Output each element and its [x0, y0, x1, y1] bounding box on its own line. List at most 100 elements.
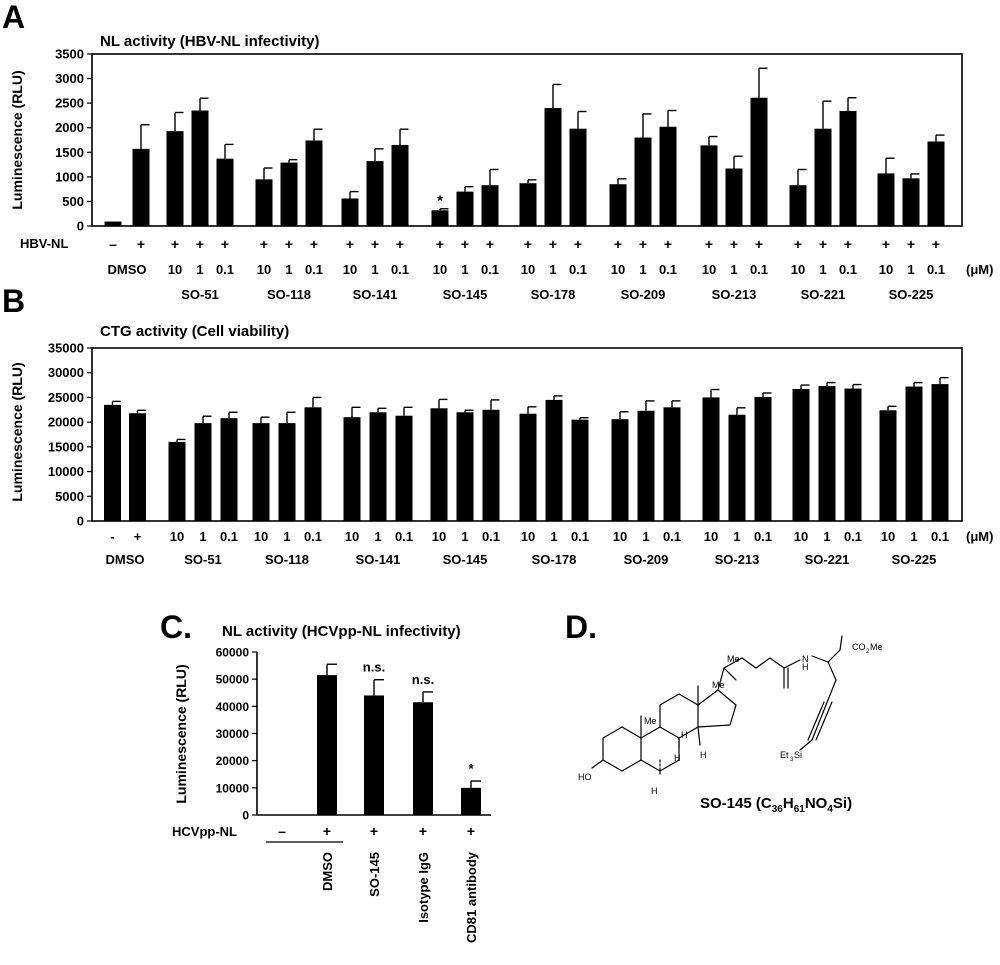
chart-c-isotype-igg-significance-mark: n.s.	[412, 672, 434, 687]
compound-caption: SO-145 (C36H61NO4Si)	[700, 795, 852, 815]
chart-a-so-221-bar	[789, 185, 807, 226]
chart-b-y-tick-label: 15000	[48, 439, 84, 454]
formula-h-count: 61	[794, 804, 806, 815]
chart-a-so-118-virus-sign: +	[260, 236, 268, 252]
chart-a-so-225-dose-label: 1	[907, 262, 914, 277]
chart-b-so-221-group-label: SO-221	[805, 552, 850, 567]
atom-label-h14: H	[700, 750, 707, 760]
chart-a-so-51-group-label: SO-51	[181, 287, 219, 302]
chart-c-cd81-antibody-bar	[461, 787, 481, 815]
chart-a-so-51-virus-sign: +	[171, 236, 179, 252]
chart-a-so-225-bar	[927, 141, 945, 226]
chart-b-so-213-dose-label: 1	[733, 529, 740, 544]
chart-c-y-tick-label: 10000	[216, 781, 250, 795]
chart-a-so-209-dose-label: 10	[611, 262, 625, 277]
chart-a-so-213-virus-sign: +	[730, 236, 738, 252]
chart-a-y-tick-label: 3500	[55, 47, 84, 62]
chart-a-so-178-virus-sign: +	[549, 236, 557, 252]
chart-a-y-axis-label: Luminescence (RLU)	[9, 70, 25, 209]
chart-b-so-51-bar	[194, 423, 212, 521]
chart-a-so-221-virus-sign: +	[844, 236, 852, 252]
chart-a-so-118-bar	[255, 179, 273, 226]
chart-b-so-221-bar	[844, 388, 862, 521]
chart-b-so-209-dose-label: 10	[613, 529, 627, 544]
compound-name: SO-145	[700, 795, 752, 812]
chart-a-so-141-bar	[341, 198, 359, 226]
chart-c-cd81-antibody-category-label: CD81 antibody	[464, 851, 479, 943]
atom-label-tes-a: Et	[780, 750, 789, 760]
panel-letter-a: A	[2, 0, 25, 35]
structure-bonds	[591, 635, 843, 776]
chart-a-so-225-bar	[877, 173, 895, 226]
chart-b-so-178-dose-label: 0.1	[571, 529, 589, 544]
chart-a-y-tick-label: 1000	[55, 169, 84, 184]
chart-b-so-221-bar	[818, 386, 836, 521]
chart-b-so-118-dose-label: 0.1	[304, 529, 322, 544]
chart-a-so-145-dose-label: 1	[461, 262, 468, 277]
chart-a-so-145-bar	[481, 185, 499, 226]
chart-a-y-tick-label: 0	[77, 219, 84, 234]
chart-a-so-209-dose-label: 0.1	[659, 262, 677, 277]
chart-b-dmso-bar	[104, 404, 121, 521]
chart-a-unit-label: (μM)	[966, 262, 993, 277]
chart-c-y-tick-label: 20000	[216, 754, 250, 768]
atom-label-me-side: Me	[727, 654, 740, 664]
panel-letter-d: D.	[565, 609, 597, 645]
chart-a-so-221-dose-label: 1	[819, 262, 826, 277]
chart-a-title: NL activity (HBV-NL infectivity)	[100, 33, 320, 50]
chart-a-so-221-bar	[814, 128, 832, 226]
chart-a-so-141-bar	[391, 144, 409, 226]
chart-c-y-tick-label: 50000	[216, 673, 250, 687]
chart-a-y-tick-label: 2500	[55, 96, 84, 111]
formula-close-paren: )	[847, 795, 852, 812]
chart-c-y-tick-label: 0	[242, 809, 249, 823]
chart-b-so-51-dose-label: 0.1	[220, 529, 238, 544]
chart-c-hcvpp-infectivity: NL activity (HCVpp-NL infectivity) Lumin…	[172, 623, 491, 943]
chart-b-so-213-dose-label: 0.1	[754, 529, 772, 544]
chart-a-so-178-virus-sign: +	[524, 236, 532, 252]
chart-b-so-221-dose-label: 10	[794, 529, 808, 544]
chart-a-so-178-group-label: SO-178	[531, 287, 576, 302]
formula-c-count: 36	[772, 804, 784, 815]
chart-b-y-tick-label: 20000	[48, 415, 84, 430]
atom-label-tes-sub: 3	[790, 757, 794, 763]
chart-c-y-tick-label: 30000	[216, 727, 250, 741]
chart-a-so-221-dose-label: 0.1	[839, 262, 857, 277]
chart-b-dmso-dose-label: -	[110, 529, 114, 544]
chart-b-so-145-dose-label: 1	[461, 529, 468, 544]
chart-a-so-145-virus-sign: +	[461, 236, 469, 252]
chart-b-so-221-bar	[792, 389, 810, 521]
chart-b-so-178-dose-label: 1	[550, 529, 557, 544]
chart-a-dmso-virus-sign: –	[109, 236, 117, 252]
chart-a-so-225-dose-label: 0.1	[927, 262, 945, 277]
chart-b-so-178-dose-label: 10	[521, 529, 535, 544]
chart-a-so-213-dose-label: 0.1	[750, 262, 768, 277]
chart-a-row-label: HBV-NL	[20, 236, 68, 251]
chart-a-so-51-virus-sign: +	[196, 236, 204, 252]
chart-b-so-213-bar	[754, 396, 772, 521]
chart-b-so-118-dose-label: 1	[283, 529, 290, 544]
structure-atom-labels: Me Me Me N H CO 2 Me H H H H HO Et 3 Si	[578, 642, 883, 796]
chart-a-so-145-bar	[431, 210, 449, 226]
chart-a-so-51-dose-label: 1	[196, 262, 203, 277]
chart-a-so-141-group-label: SO-141	[353, 287, 398, 302]
chart-a-so-141-dose-label: 0.1	[391, 262, 409, 277]
chart-b-so-145-bar	[430, 408, 448, 521]
chart-a-so-209-virus-sign: +	[664, 236, 672, 252]
chart-b-dmso-group-label: DMSO	[106, 552, 145, 567]
panel-letter-c: C.	[160, 609, 192, 645]
chart-a-so-213-group-label: SO-213	[712, 287, 757, 302]
chart-a-dmso-bar	[132, 148, 150, 226]
chart-a-so-145-group-label: SO-145	[443, 287, 488, 302]
chart-a-so-209-virus-sign: +	[614, 236, 622, 252]
chart-a-y-tick-label: 500	[62, 194, 84, 209]
chart-b-so-225-dose-label: 1	[910, 529, 917, 544]
chart-b-so-141-bar	[369, 412, 387, 521]
chart-a-dmso-virus-sign: +	[137, 236, 145, 252]
chart-c-no-virus-virus-sign: –	[278, 823, 286, 839]
chart-b-so-213-dose-label: 10	[704, 529, 718, 544]
atom-label-co2me-sub: 2	[866, 649, 870, 655]
formula-si: Si	[833, 795, 847, 812]
chart-a-so-51-dose-label: 10	[168, 262, 182, 277]
compound-label: SO-145 (C36H61NO4Si)	[700, 795, 852, 815]
